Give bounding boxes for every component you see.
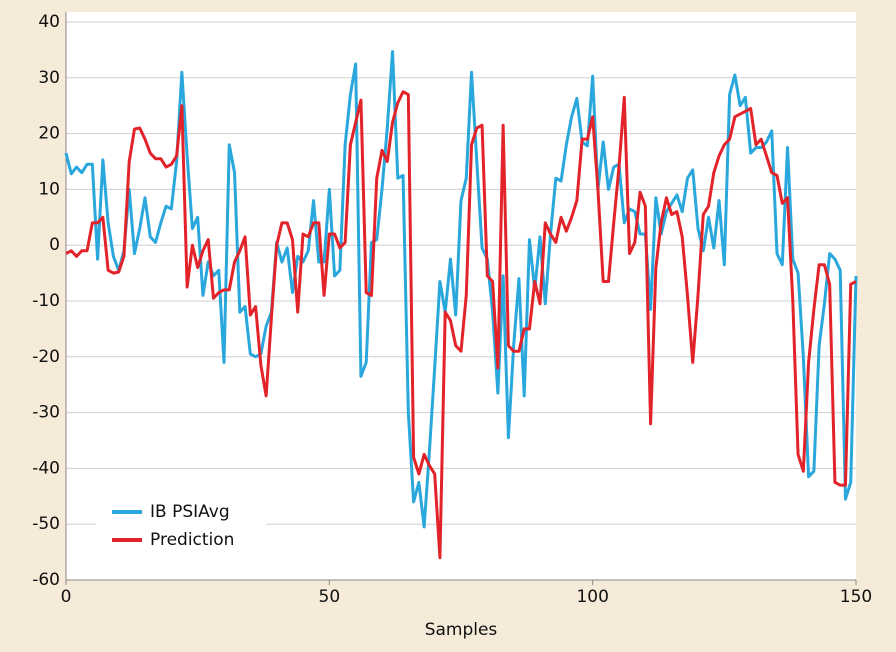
data-line bbox=[64, 50, 858, 529]
y-tick-label: -20 bbox=[32, 347, 60, 367]
y-tick-label: 40 bbox=[38, 12, 60, 32]
y-tick-label: -10 bbox=[32, 291, 60, 311]
data-line bbox=[65, 90, 857, 560]
legend-label: Prediction bbox=[150, 530, 234, 550]
y-tick-label: 10 bbox=[38, 179, 60, 199]
x-tick-label: 100 bbox=[576, 587, 608, 607]
y-tick-label: -60 bbox=[32, 570, 60, 590]
y-tick-label: 20 bbox=[38, 124, 60, 144]
y-tick-label: -50 bbox=[32, 514, 60, 534]
legend-label: IB PSIAvg bbox=[150, 502, 230, 522]
y-tick-label: 0 bbox=[49, 235, 60, 255]
plot-area bbox=[66, 12, 856, 580]
y-tick-label: -40 bbox=[32, 458, 60, 478]
x-axis-label: Samples bbox=[425, 620, 498, 640]
x-tick-label: 0 bbox=[61, 587, 72, 607]
y-tick-label: 30 bbox=[38, 68, 60, 88]
x-tick-label: 150 bbox=[840, 587, 872, 607]
legend-box bbox=[96, 496, 266, 556]
y-tick-label: -30 bbox=[32, 403, 60, 423]
x-tick-label: 50 bbox=[319, 587, 341, 607]
